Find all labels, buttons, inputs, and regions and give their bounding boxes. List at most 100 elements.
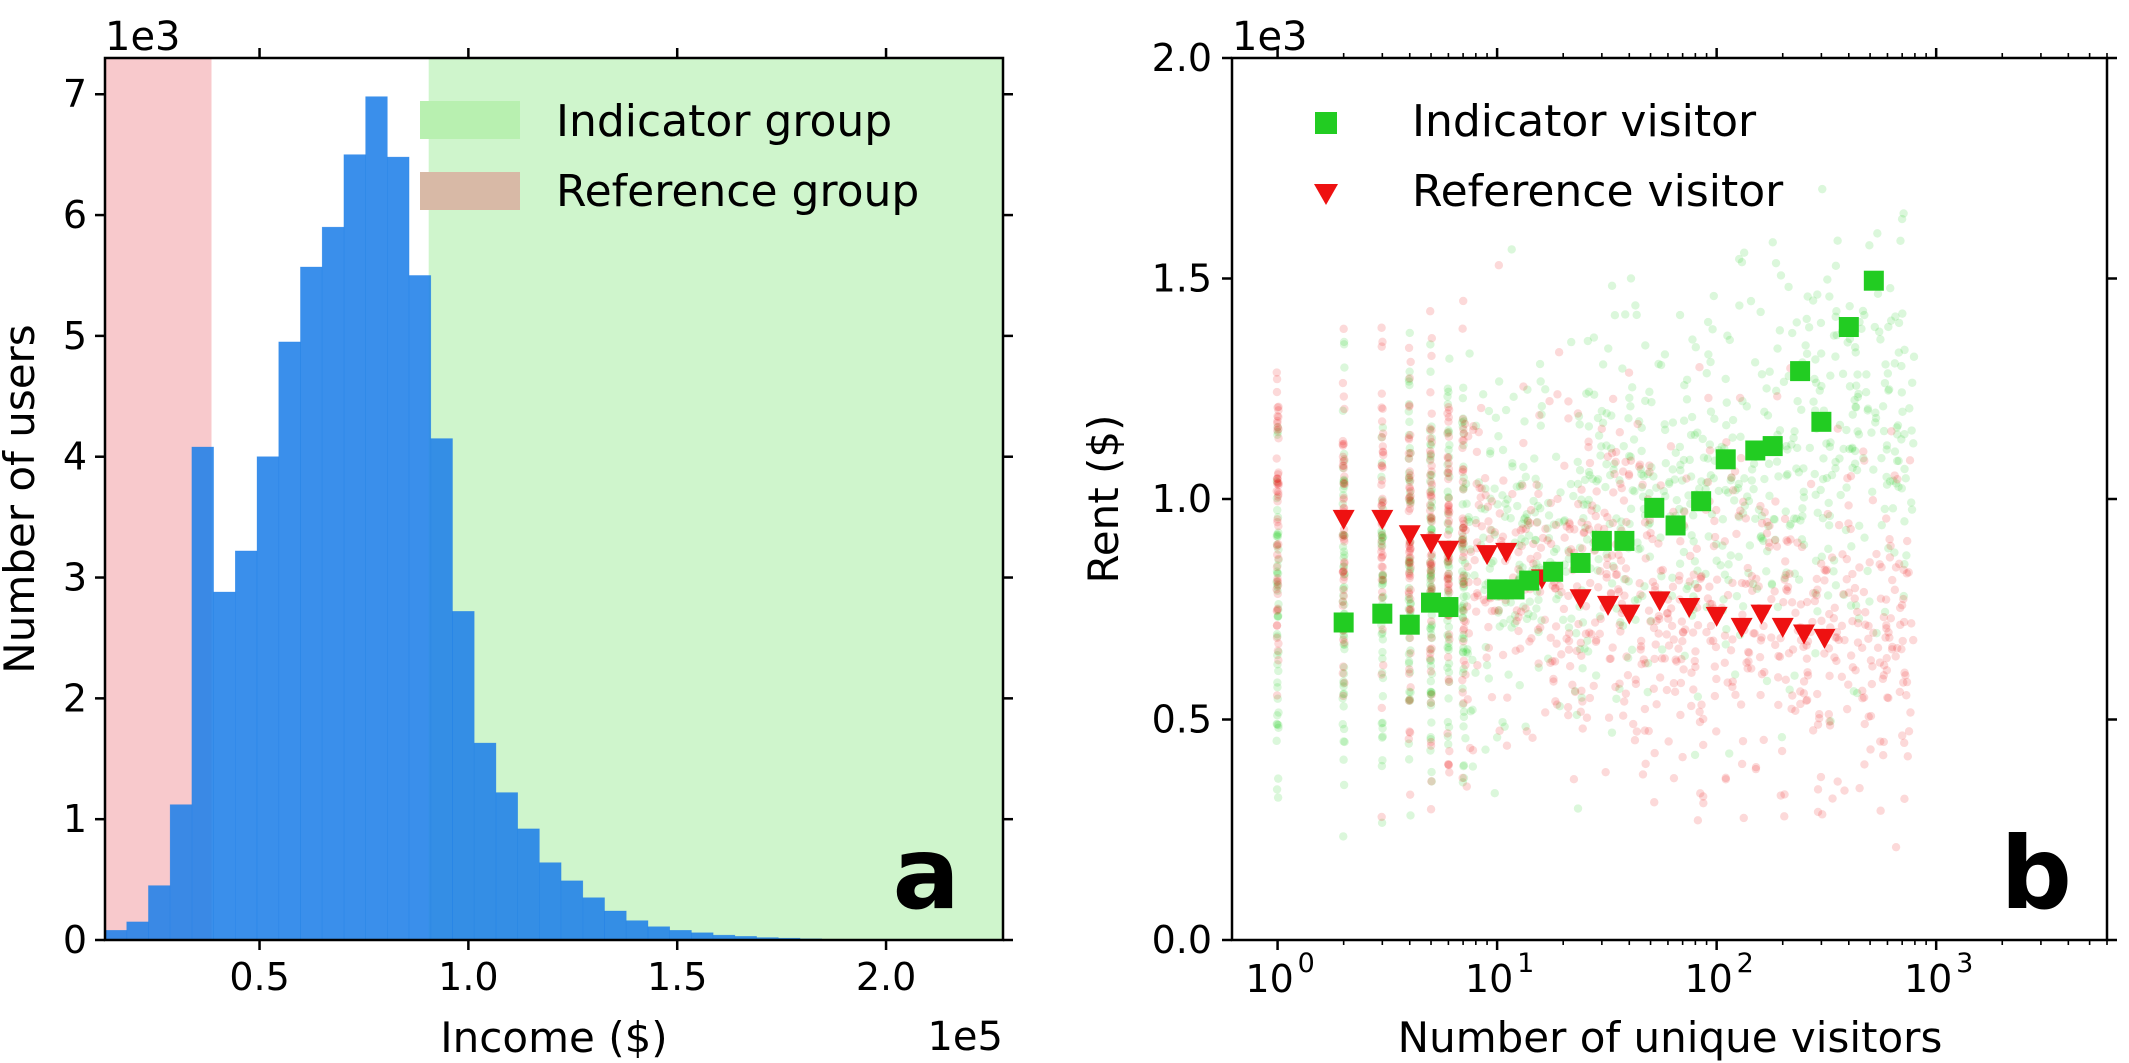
reference-cloud-point [1565, 524, 1574, 534]
reference-cloud-point [1604, 713, 1614, 722]
indicator-cloud-point [1340, 600, 1349, 609]
reference-cloud-point [1742, 658, 1751, 667]
reference-cloud-point [1882, 624, 1891, 633]
indicator-cloud-point [1378, 635, 1388, 644]
indicator-cloud-point [1743, 492, 1752, 501]
reference-cloud-point [1273, 474, 1282, 483]
reference-cloud-point [1602, 569, 1611, 579]
indicator-cloud-point [1461, 734, 1470, 743]
indicator-cloud-point [1871, 413, 1881, 423]
indicator-cloud-point [1602, 441, 1611, 450]
reference-cloud-point [1704, 393, 1713, 403]
indicator-cloud-point [1339, 530, 1348, 540]
reference-cloud-point [1588, 501, 1597, 510]
indicator-cloud-point [1709, 291, 1718, 301]
reference-cloud-point [1377, 433, 1387, 442]
indicator-cloud-point [1339, 562, 1348, 572]
reference-cloud-point [1427, 517, 1436, 526]
indicator-cloud-point [1708, 325, 1717, 334]
reference-cloud-point [1426, 741, 1436, 750]
indicator-cloud-point [1443, 732, 1453, 741]
indicator-cloud-point [1855, 521, 1864, 531]
reference-cloud-point [1816, 772, 1826, 782]
reference-cloud-point [1820, 576, 1829, 585]
reference-cloud-point [1884, 628, 1893, 637]
indicator-cloud-point [1459, 607, 1468, 616]
reference-cloud-point [1861, 608, 1870, 617]
indicator-cloud-point [1756, 531, 1766, 541]
reference-cloud-point [1516, 607, 1526, 616]
reference-cloud-point [1459, 425, 1468, 434]
reference-visitor-marker [1398, 525, 1421, 546]
reference-cloud-point [1426, 558, 1435, 567]
indicator-cloud-point [1405, 417, 1414, 427]
indicator-cloud-point [1404, 377, 1414, 386]
indicator-cloud-point [1404, 468, 1414, 478]
reference-cloud-point [1679, 628, 1688, 637]
reference-cloud-point [1564, 710, 1573, 720]
reference-cloud-point [1405, 546, 1415, 555]
indicator-cloud-point [1620, 575, 1629, 584]
histogram-bar [669, 930, 692, 941]
indicator-cloud-point [1831, 352, 1840, 361]
indicator-cloud-point [1851, 403, 1861, 412]
indicator-cloud-point [1443, 586, 1453, 596]
reference-cloud-point [1427, 425, 1436, 435]
reference-visitor-marker [1648, 591, 1671, 612]
reference-cloud-point [1377, 670, 1386, 679]
indicator-cloud-point [1425, 426, 1435, 435]
indicator-cloud-point [1770, 515, 1779, 524]
indicator-cloud-point [1273, 694, 1282, 703]
reference-visitor-marker [1597, 595, 1620, 616]
indicator-cloud-point [1404, 696, 1414, 705]
indicator-cloud-point [1609, 465, 1618, 474]
reference-cloud-point [1565, 518, 1574, 527]
reference-cloud-point [1748, 586, 1757, 596]
reference-cloud-point [1859, 693, 1869, 702]
indicator-cloud-point [1404, 473, 1414, 482]
indicator-cloud-point [1339, 702, 1348, 711]
reference-cloud-point [1459, 624, 1469, 633]
reference-cloud-point [1443, 530, 1453, 539]
reference-cloud-point [1650, 748, 1659, 758]
indicator-cloud-point [1796, 516, 1805, 525]
indicator-cloud-point [1682, 395, 1692, 404]
reference-cloud-point [1274, 412, 1283, 422]
reference-cloud-point [1339, 464, 1348, 473]
indicator-cloud-point [1579, 513, 1588, 523]
reference-cloud-point [1476, 403, 1486, 413]
reference-cloud-point [1541, 524, 1550, 534]
y-tick-label: 2 [63, 676, 87, 720]
indicator-cloud-point [1602, 409, 1611, 418]
indicator-cloud-point [1703, 454, 1713, 463]
indicator-cloud-point [1339, 484, 1348, 494]
reference-cloud-point [1406, 471, 1415, 480]
reference-cloud-point [1427, 467, 1436, 476]
indicator-cloud-point [1621, 310, 1630, 319]
reference-cloud-point [1538, 533, 1548, 543]
reference-cloud-point [1799, 642, 1808, 652]
reference-cloud-point [1378, 575, 1388, 585]
reference-cloud-point [1540, 615, 1550, 625]
indicator-cloud-point [1444, 574, 1454, 584]
indicator-cloud-point [1818, 513, 1828, 523]
indicator-cloud-point [1340, 737, 1349, 747]
indicator-cloud-point [1508, 459, 1517, 468]
indicator-cloud-point [1808, 296, 1818, 305]
indicator-cloud-point [1615, 684, 1624, 694]
indicator-cloud-point [1572, 629, 1581, 638]
indicator-cloud-point [1633, 538, 1642, 547]
reference-cloud-point [1669, 679, 1679, 688]
indicator-cloud-point [1680, 381, 1689, 390]
reference-cloud-point [1842, 704, 1852, 714]
reference-cloud-point [1577, 518, 1586, 527]
indicator-cloud-point [1618, 621, 1628, 631]
indicator-cloud-point [1899, 209, 1908, 218]
reference-cloud-point [1552, 700, 1562, 709]
reference-cloud-point [1813, 785, 1823, 794]
indicator-cloud-point [1756, 307, 1765, 317]
reference-visitor-marker [1371, 509, 1394, 530]
reference-cloud-point [1581, 629, 1591, 639]
reference-cloud-point [1754, 582, 1763, 591]
indicator-cloud-point [1841, 525, 1851, 535]
